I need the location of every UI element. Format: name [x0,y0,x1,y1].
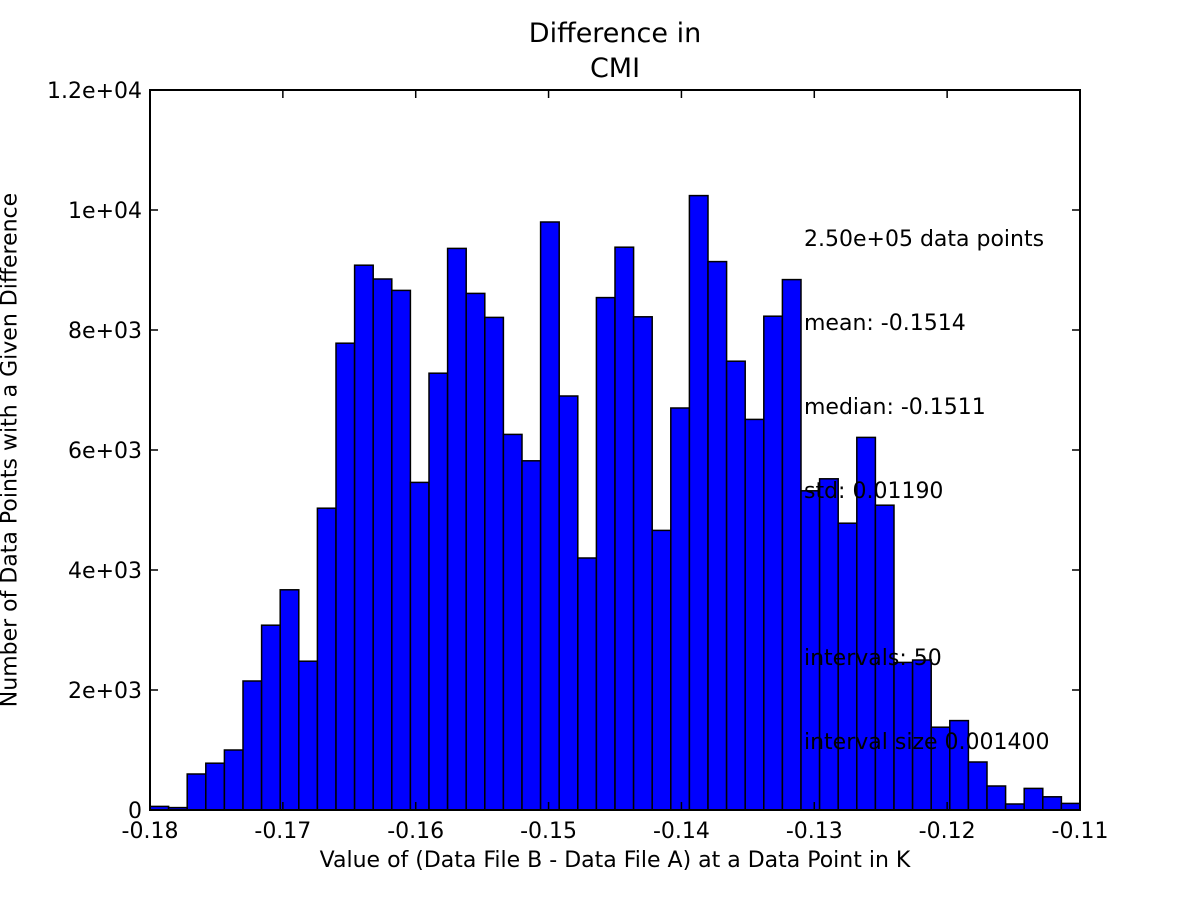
histogram-bar [186,773,207,811]
x-tick-label: -0.18 [122,819,179,844]
stats-annotation: 2.50e+05 data points mean: -0.1514 media… [804,170,1050,785]
axis-ticks [149,89,1081,811]
y-tick-label: 1.2e+04 [47,79,142,104]
stats-line-blank [804,562,1050,589]
histogram-bar [335,342,356,811]
histogram-bar [446,247,467,811]
histogram-bar [1042,796,1063,811]
stats-line-intervals: intervals: 50 [804,646,942,671]
histogram-bar [502,433,523,811]
stats-line-interval-size: interval size 0.001400 [804,730,1050,755]
histogram-bar [409,481,430,811]
histogram-bar [744,418,765,811]
histogram-bar [595,296,616,811]
histogram-bar [707,260,728,811]
histogram-bar [316,507,337,811]
x-axis-label: Value of (Data File B - Data File A) at … [319,848,911,873]
histogram-bar [353,264,374,811]
chart-title-line-2: CMI [589,53,641,84]
histogram-bar [614,246,635,811]
stats-line-median: median: -0.1511 [804,395,986,420]
histogram-bar [260,624,281,811]
y-tick-label: 1e+04 [68,199,142,224]
histogram-bar [279,589,300,811]
histogram-bar [242,680,263,811]
stats-line-count: 2.50e+05 data points [804,227,1045,252]
histogram-bar [521,460,542,811]
y-axis-label: Number of Data Points with a Given Diffe… [0,192,23,708]
histogram-bar [465,292,486,811]
axis-tick-labels: -0.18 -0.17 -0.16 -0.15 -0.14 -0.13 -0.12 -0.11… [47,79,1108,844]
histogram-bar [781,278,802,811]
histogram-bar [632,316,653,811]
histogram-bar [725,360,746,811]
histogram-bar [688,194,709,811]
x-tick-label: -0.14 [653,819,710,844]
histogram-bar [670,407,691,811]
x-tick-label: -0.17 [254,819,311,844]
histogram-bar [484,316,505,811]
histogram-bar [1023,787,1044,811]
histogram-bar [205,762,226,811]
x-tick-label: -0.13 [786,819,843,844]
y-tick-label: 6e+03 [68,439,142,464]
chart-title-line-1: Difference in [528,18,702,49]
histogram-bar [577,557,598,811]
y-tick-label: 2e+03 [68,679,142,704]
histogram-bars [149,194,1081,811]
histogram-bar [651,529,672,811]
histogram-bar [391,289,412,811]
histogram-bar [763,315,784,811]
histogram-bar [298,660,319,811]
histogram-bar [372,278,393,811]
x-tick-label: -0.15 [520,819,577,844]
y-tick-label: 4e+03 [68,559,142,584]
histogram-bar [428,372,449,811]
histogram-bar [223,749,244,811]
histogram-bar [539,221,560,811]
x-tick-label: -0.12 [919,819,976,844]
x-tick-label: -0.16 [387,819,444,844]
stats-line-std: std: 0.01190 [804,479,944,504]
y-tick-label: 8e+03 [68,319,142,344]
y-tick-label: 0 [128,799,142,824]
x-tick-label: -0.11 [1052,819,1109,844]
histogram-bar [986,785,1007,811]
histogram-bar [558,395,579,811]
stats-line-mean: mean: -0.1514 [804,311,966,336]
